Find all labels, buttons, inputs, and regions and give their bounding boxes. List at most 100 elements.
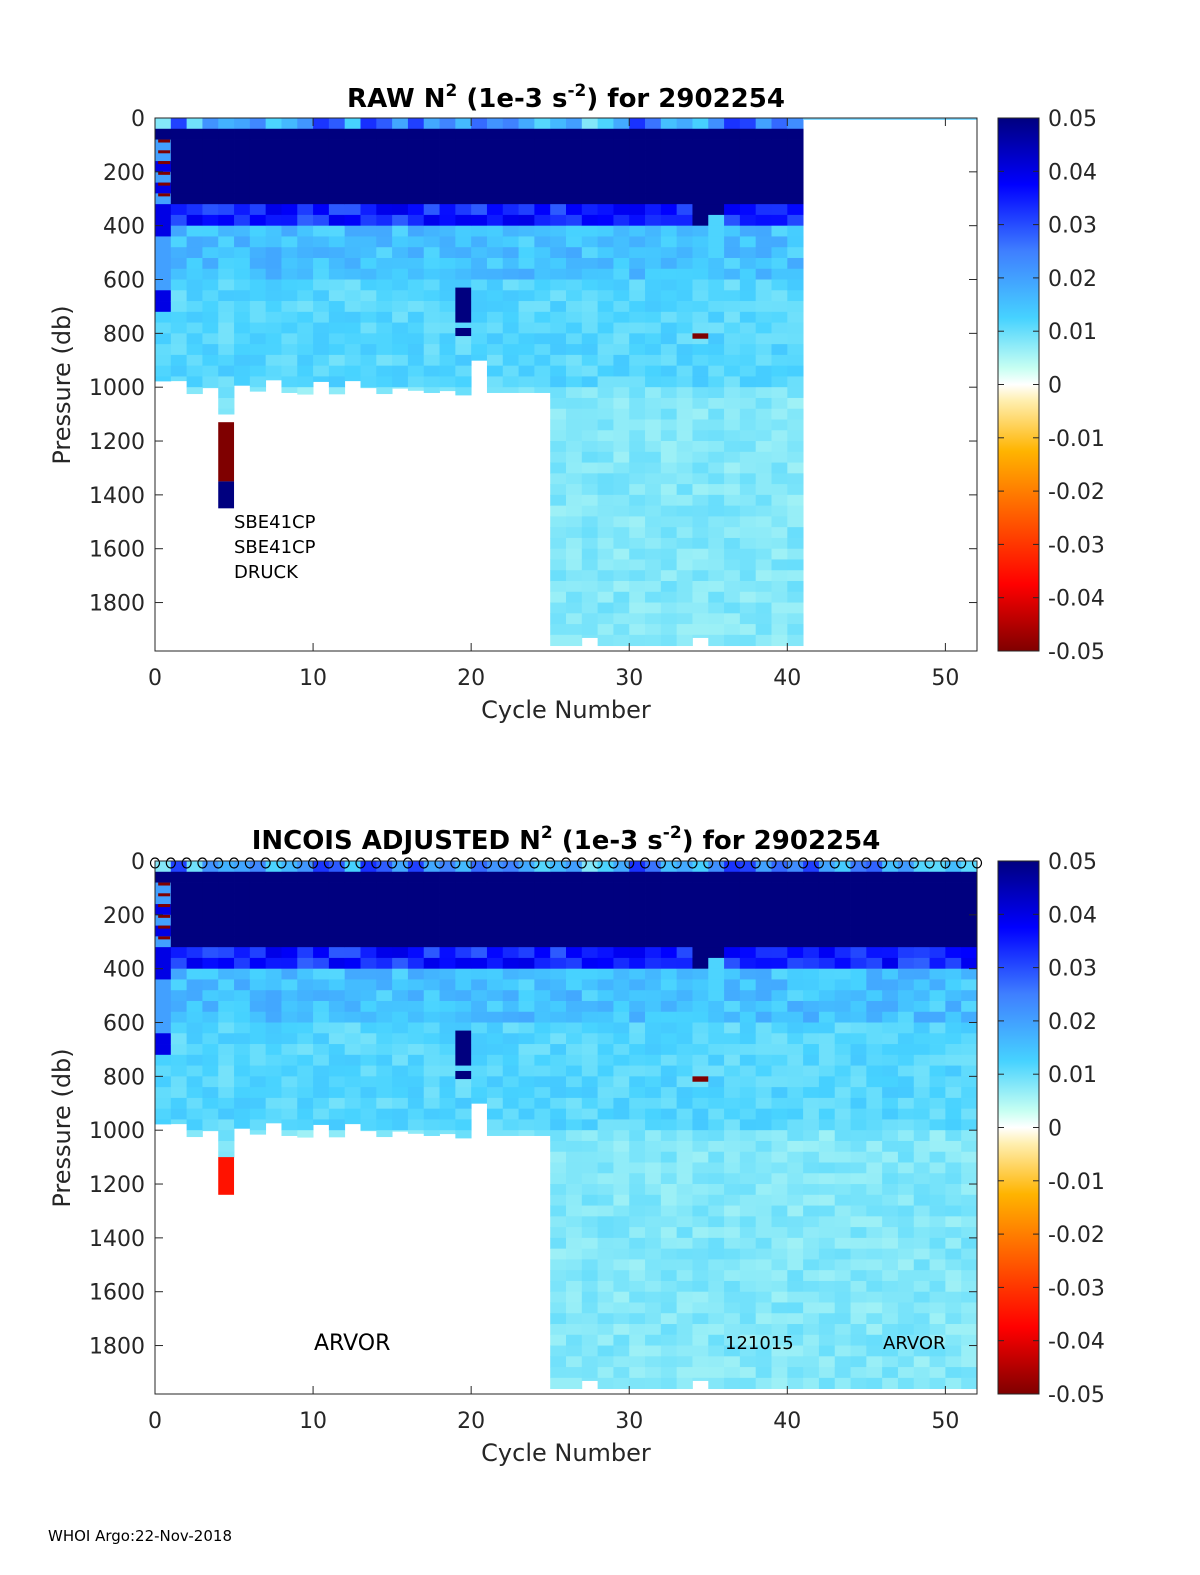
heatmap-cell bbox=[787, 947, 804, 959]
heatmap-cell bbox=[360, 204, 377, 216]
heatmap-cell bbox=[676, 408, 693, 420]
heatmap-cell bbox=[708, 861, 725, 873]
y-tick-label: 0 bbox=[131, 107, 145, 132]
heatmap-cell bbox=[708, 257, 725, 270]
heatmap-cell bbox=[613, 559, 630, 571]
heatmap-cell bbox=[692, 505, 709, 517]
heatmap-cell bbox=[676, 527, 693, 539]
heatmap-cell bbox=[566, 419, 583, 431]
heatmap-cell bbox=[566, 430, 583, 442]
heatmap-cell bbox=[818, 1237, 836, 1250]
heatmap-cell bbox=[423, 968, 440, 980]
heatmap-cell bbox=[771, 624, 788, 636]
heatmap-cell bbox=[234, 1108, 251, 1120]
heatmap-cell bbox=[218, 171, 235, 184]
heatmap-cell bbox=[676, 268, 693, 280]
heatmap-cell bbox=[155, 990, 172, 1002]
cycle-column bbox=[518, 861, 535, 1136]
heatmap-cell bbox=[439, 376, 456, 388]
heatmap-cell bbox=[866, 947, 883, 959]
heatmap-cell bbox=[313, 990, 330, 1002]
heatmap-cell bbox=[186, 904, 203, 916]
heatmap-cell bbox=[660, 139, 678, 151]
heatmap-cell bbox=[234, 225, 251, 237]
heatmap-cell bbox=[787, 118, 804, 130]
heatmap-cell bbox=[534, 268, 551, 280]
heatmap-cell bbox=[407, 979, 425, 991]
heatmap-cell bbox=[787, 1108, 804, 1120]
heatmap-cell bbox=[471, 171, 488, 184]
heatmap-cell bbox=[281, 871, 298, 883]
heatmap-cell bbox=[202, 128, 219, 140]
heatmap-cell bbox=[281, 257, 298, 270]
heatmap-cell bbox=[708, 1162, 725, 1174]
heatmap-cell bbox=[281, 279, 298, 291]
heatmap-cell bbox=[566, 1000, 583, 1013]
heatmap-cell bbox=[392, 1044, 409, 1056]
heatmap-cell bbox=[866, 871, 883, 883]
heatmap-cell bbox=[597, 279, 614, 291]
heatmap-cell bbox=[502, 204, 519, 216]
heatmap-cell bbox=[249, 957, 267, 970]
heatmap-cell bbox=[613, 1044, 630, 1056]
heatmap-cell bbox=[913, 1044, 930, 1056]
heatmap-cell bbox=[581, 947, 599, 959]
heatmap-cell bbox=[818, 1377, 836, 1390]
heatmap-cell bbox=[818, 1302, 836, 1314]
heatmap-cell bbox=[724, 257, 741, 270]
heatmap-cell bbox=[455, 344, 472, 356]
heatmap-cell bbox=[818, 1367, 836, 1379]
heatmap-cell bbox=[803, 1151, 820, 1163]
heatmap-cell bbox=[724, 268, 741, 280]
heatmap-cell bbox=[629, 1140, 646, 1153]
heatmap-cell bbox=[566, 1076, 583, 1088]
heatmap-cell bbox=[328, 957, 346, 970]
heatmap-cell bbox=[929, 1324, 946, 1336]
heatmap-cell bbox=[724, 861, 741, 873]
heatmap-cell bbox=[897, 1248, 915, 1260]
heatmap-cell bbox=[945, 871, 962, 883]
annotation-float-type-1: ARVOR bbox=[314, 1331, 390, 1356]
heatmap-cell bbox=[186, 1054, 203, 1066]
heatmap-cell bbox=[755, 462, 772, 474]
heatmap-cell bbox=[787, 171, 804, 184]
heatmap-cell bbox=[961, 947, 978, 959]
heatmap-cell bbox=[202, 1097, 219, 1110]
heatmap-cell bbox=[486, 1087, 504, 1099]
cycle-column bbox=[313, 118, 330, 382]
heatmap-cell bbox=[550, 893, 567, 905]
heatmap-cell bbox=[313, 214, 330, 227]
heatmap-cell bbox=[787, 1162, 804, 1174]
heatmap-cell bbox=[597, 1367, 614, 1379]
heatmap-cell bbox=[423, 236, 440, 248]
heatmap-cell bbox=[328, 311, 346, 323]
profile-marker bbox=[339, 857, 350, 869]
heatmap-cell bbox=[281, 1065, 298, 1077]
heatmap-cell bbox=[724, 322, 741, 334]
heatmap-cell bbox=[739, 128, 757, 140]
heatmap-cell bbox=[676, 624, 693, 636]
heatmap-cell bbox=[818, 1087, 836, 1099]
heatmap-cell bbox=[787, 893, 804, 905]
heatmap-cell bbox=[676, 430, 693, 442]
heatmap-cell bbox=[265, 1011, 282, 1023]
heatmap-cell bbox=[929, 1033, 946, 1045]
heatmap-cell bbox=[581, 139, 599, 151]
heatmap-cell bbox=[234, 247, 251, 259]
heatmap-cell bbox=[660, 861, 678, 873]
heatmap-cell bbox=[771, 279, 788, 291]
heatmap-cell bbox=[281, 311, 298, 323]
heatmap-cell bbox=[202, 279, 219, 291]
heatmap-cell bbox=[550, 1151, 567, 1163]
heatmap-cell bbox=[724, 1334, 741, 1346]
heatmap-cell bbox=[218, 1054, 235, 1066]
heatmap-cell bbox=[645, 311, 662, 323]
heatmap-plot-area bbox=[155, 861, 978, 1390]
heatmap-cell bbox=[471, 247, 488, 259]
heatmap-cell bbox=[313, 301, 330, 313]
heatmap-cell bbox=[645, 290, 662, 302]
heatmap-cell bbox=[249, 193, 267, 205]
heatmap-cell bbox=[566, 1334, 583, 1346]
heatmap-cell bbox=[455, 354, 472, 367]
heatmap-cell bbox=[897, 990, 915, 1002]
